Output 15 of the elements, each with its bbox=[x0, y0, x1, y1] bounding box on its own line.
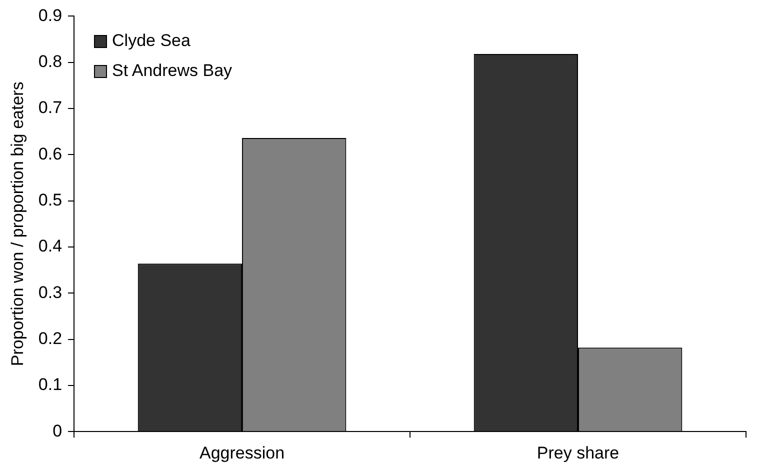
y-tick-label: 0.9 bbox=[38, 6, 62, 25]
y-tick-label: 0.7 bbox=[38, 98, 62, 118]
y-tick-label: 0.4 bbox=[38, 236, 62, 256]
legend-label: St Andrews Bay bbox=[112, 61, 232, 82]
y-tick-label: 0.3 bbox=[38, 282, 62, 302]
legend-label: Clyde Sea bbox=[112, 31, 190, 52]
y-axis-title: Proportion won / proportion big eaters bbox=[8, 82, 27, 366]
y-tick-label: 0.2 bbox=[38, 328, 62, 348]
x-tick-label: Aggression bbox=[199, 443, 285, 462]
x-tick-label: Prey share bbox=[536, 443, 620, 462]
y-tick-label: 0.5 bbox=[38, 190, 62, 210]
y-tick-label: 0.8 bbox=[38, 52, 62, 72]
y-tick-label: 0.6 bbox=[38, 144, 62, 164]
y-tick-label: 0 bbox=[52, 421, 62, 440]
y-tick-label: 0.1 bbox=[38, 375, 62, 394]
